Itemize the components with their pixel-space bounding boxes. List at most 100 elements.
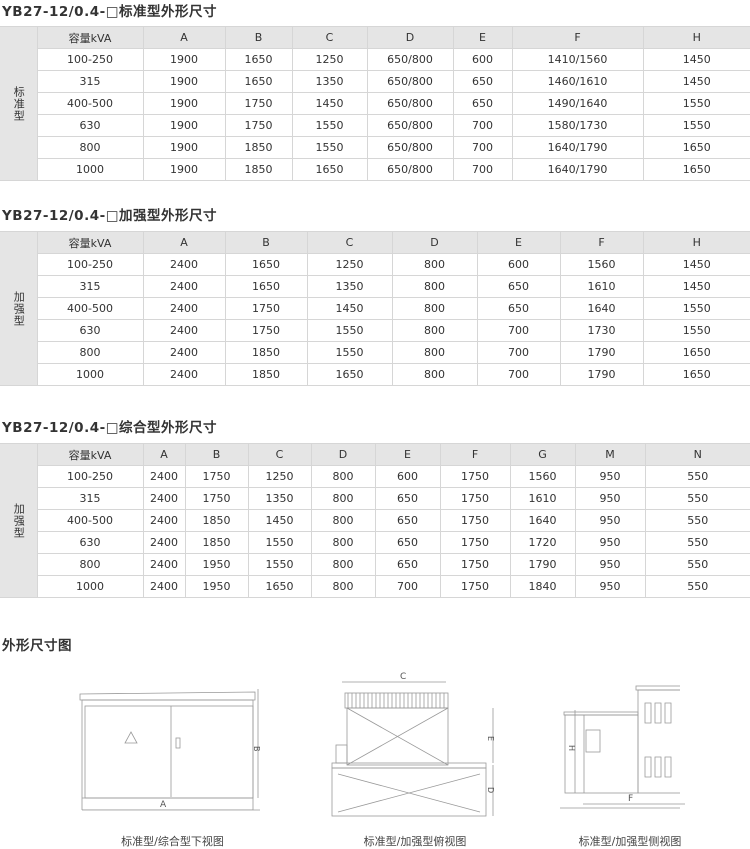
column-header: F [559,231,643,254]
table-cell: 400-500 [36,92,143,115]
column-header: D [366,26,453,49]
front-view-drawing: B [79,689,261,810]
table-cell: 1900 [142,70,225,93]
column-header: A [142,231,225,254]
table-cell: 650 [374,487,440,510]
column-header: B [224,231,307,254]
table-cell: 800 [36,341,143,364]
table-cell: 800 [310,531,375,554]
dim-label-c: C [400,672,406,682]
table-cell: 1650 [642,341,750,364]
table-cell: 1350 [291,70,367,93]
table-cell: 2400 [142,509,185,532]
table-3-title: YB27-12/0.4-□综合型外形尺寸 [2,420,217,436]
table-cell: 1750 [224,319,307,342]
table-cell: 700 [374,575,440,598]
table-cell: 800 [391,253,477,276]
table-cell: 550 [644,575,750,598]
column-header: A [142,443,185,466]
header-row: 加强型 容量kVA A B C D E F G M N [0,443,750,598]
table-cell: 1450 [642,253,750,276]
table-cell: 950 [574,531,645,554]
table-cell: 1450 [247,509,311,532]
table-cell: 1650 [642,158,750,181]
table-cell: 1580/1730 [511,114,643,137]
table-row: 400-500 2400 1750 1450 800 650 1640 1550 [0,297,750,320]
table-row: 630 2400 1750 1550 800 700 1730 1550 [0,319,750,342]
table-cell: 1850 [184,531,248,554]
column-header: C [306,231,392,254]
table-cell: 650/800 [366,70,453,93]
drawings-title: 外形尺寸图 [2,638,72,654]
column-header: F [439,443,510,466]
table-cell: 1750 [439,509,510,532]
table-cell: 1550 [306,319,392,342]
table-cell: 800 [391,341,477,364]
table-cell: 1850 [224,363,307,386]
dim-label-e: E [486,736,495,741]
column-header: A [142,26,225,49]
type-label: 标准型 [0,26,37,181]
table-row: 100-250 1900 1650 1250 650/800 600 1410/1560 14… [0,48,750,71]
table-row: 100-250 2400 1650 1250 800 600 1560 1450 [0,253,750,276]
table-cell: 1550 [291,114,367,137]
table-cell: 1750 [439,553,510,576]
table-cell: 1610 [509,487,575,510]
table-cell: 950 [574,465,645,488]
table-cell: 1950 [184,575,248,598]
table-row: 400-500 1900 1750 1450 650/800 650 1490/1640 15… [0,92,750,115]
table-cell: 1750 [224,92,292,115]
column-header: E [452,26,512,49]
table-cell: 100-250 [36,48,143,71]
column-header: H [642,26,750,49]
table-cell: 800 [310,509,375,532]
table-cell: 1650 [291,158,367,181]
table-cell: 2400 [142,363,225,386]
table-cell: 800 [391,275,477,298]
table-cell: 2400 [142,553,185,576]
table-cell: 2400 [142,465,185,488]
table-cell: 1950 [184,553,248,576]
table-cell: 1900 [142,48,225,71]
type-label: 加强型 [0,443,37,598]
table-cell: 2400 [142,575,185,598]
table-cell: 315 [36,275,143,298]
table-cell: 550 [644,531,750,554]
table-cell: 2400 [142,253,225,276]
table-cell: 1000 [36,575,143,598]
top-view-drawing: C E D [331,672,495,817]
table-cell: 1840 [509,575,575,598]
table-cell: 1450 [291,92,367,115]
table-cell: 950 [574,509,645,532]
table-cell: 1550 [306,341,392,364]
table-cell: 650/800 [366,136,453,159]
top-view-caption: 标准型/加强型俯视图 [363,835,467,848]
table-cell: 1450 [306,297,392,320]
table-row: 1000 1900 1850 1650 650/800 700 1640/1790 1650 [0,158,750,181]
table-cell: 650/800 [366,114,453,137]
table-row: 800 2400 1850 1550 800 700 1790 1650 [0,341,750,364]
table-row: 315 1900 1650 1350 650/800 650 1460/1610 1450 [0,70,750,93]
table-cell: 800 [310,553,375,576]
column-header: E [374,443,440,466]
table-cell: 600 [374,465,440,488]
table-cell: 2400 [142,319,225,342]
table-cell: 1790 [559,341,643,364]
table-cell: 800 [310,487,375,510]
table-cell: 1550 [642,114,750,137]
table-cell: 1550 [247,531,311,554]
column-header: M [574,443,645,466]
table-cell: 550 [644,509,750,532]
table-cell: 1550 [642,297,750,320]
table-cell: 1750 [184,487,248,510]
table-cell: 630 [36,319,143,342]
table-cell: 1450 [642,70,750,93]
reinforced-dimensions-table: 加强型 容量kVA A B C D E F H 100-250 2400 1650 1250 800 600… [0,231,750,386]
table-cell: 1560 [559,253,643,276]
table-cell: 550 [644,553,750,576]
table-cell: 600 [452,48,512,71]
column-header: D [310,443,375,466]
table-cell: 315 [36,70,143,93]
side-view-caption: 标准型/加强型侧视图 [578,835,682,848]
table-cell: 1560 [509,465,575,488]
